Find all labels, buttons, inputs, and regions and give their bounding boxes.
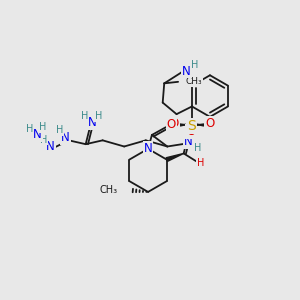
Text: H: H	[26, 124, 33, 134]
Text: N: N	[144, 142, 152, 155]
Text: N: N	[46, 140, 55, 153]
Polygon shape	[166, 153, 184, 161]
Text: H: H	[81, 112, 88, 122]
Text: CH₃: CH₃	[186, 77, 202, 86]
Text: H: H	[194, 143, 201, 153]
Text: H: H	[191, 60, 199, 70]
Text: O: O	[169, 117, 179, 130]
Text: O: O	[205, 117, 214, 130]
Text: O: O	[167, 118, 176, 131]
Text: O: O	[186, 125, 195, 138]
Text: N: N	[184, 135, 193, 148]
Bar	[144, 145, 152, 153]
Text: CH₃: CH₃	[99, 184, 117, 195]
Text: N: N	[182, 64, 191, 77]
Text: H: H	[197, 158, 204, 168]
Text: N: N	[88, 116, 96, 129]
Text: N: N	[33, 128, 42, 141]
Text: H: H	[56, 125, 63, 135]
Text: N: N	[61, 131, 70, 144]
Text: S: S	[188, 119, 196, 133]
Text: H: H	[39, 122, 46, 132]
Bar	[187, 121, 196, 130]
Text: H: H	[40, 135, 47, 145]
Text: H: H	[95, 112, 103, 122]
